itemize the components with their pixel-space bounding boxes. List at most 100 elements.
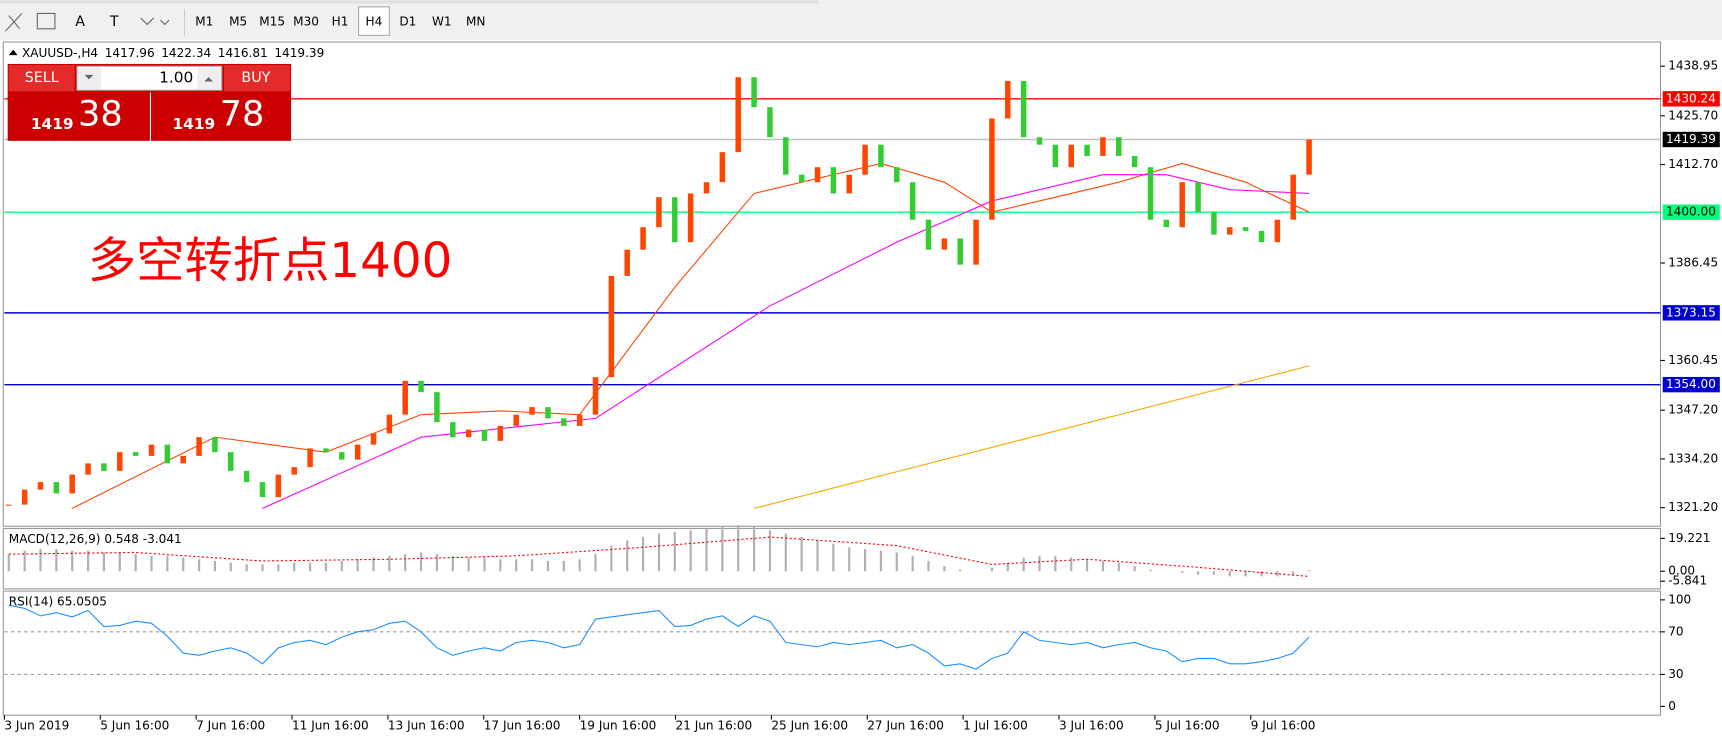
candle [21,489,28,505]
timeframe-button[interactable]: MN [466,15,485,29]
timeframe-button[interactable]: H1 [332,15,349,29]
tool-label[interactable]: T [109,14,119,30]
candle [1306,139,1312,175]
y-tick-label: 1412.70 [1668,157,1718,171]
symbol: XAUUSD-,H4 [22,45,98,59]
buy-button[interactable] [224,65,290,92]
price-level-label: 1354.00 [1666,377,1716,391]
candle [735,77,741,153]
y-tick-label: 1438.95 [1668,59,1718,73]
candle [117,452,123,471]
ohlc-value: 1419.39 [274,45,324,59]
candle [687,193,694,243]
date-label: 21 Jun 16:00 [676,719,753,733]
date-label: 3 Jun 2019 [4,719,69,733]
candle [862,144,868,175]
candle [783,137,789,175]
candle [545,407,551,419]
candle [1274,219,1281,243]
candle [529,407,535,415]
buy-label[interactable]: BUY [241,70,270,86]
candle [925,219,932,250]
y-tick-label: 0 [1668,699,1676,713]
icon-shapes [140,17,170,26]
candle [1131,155,1138,168]
candle [767,107,773,138]
candle [164,444,171,464]
date-label: 5 Jun 16:00 [100,719,169,733]
candle [513,414,519,426]
candle [339,452,345,460]
candle [85,463,91,475]
timeframe-button[interactable]: W1 [432,15,452,29]
candle [561,418,567,426]
price-level-label: 1430.24 [1666,91,1716,105]
candle [608,275,615,378]
ask-big[interactable]: 1419 [173,115,216,133]
timeframe-button[interactable]: D1 [399,15,416,29]
candle [259,482,266,498]
sell-button[interactable] [8,65,75,92]
candle [307,448,313,468]
candle [291,467,297,475]
bid-small[interactable]: 38 [78,94,123,135]
candle [1290,174,1296,220]
price-level-tag [1662,376,1720,393]
y-tick-label: 30 [1668,667,1683,681]
candle [1068,144,1074,168]
candle [1052,144,1059,168]
date-label: 25 Jun 16:00 [771,719,848,733]
candle [830,167,837,194]
tool-text[interactable]: A [75,14,85,30]
candle [798,174,805,183]
candle [370,433,377,445]
candle [656,197,662,228]
ask-small[interactable]: 78 [220,94,265,135]
candle [497,425,504,441]
timeframe-button[interactable]: H4 [366,15,383,29]
y-tick-label: 1321.20 [1668,500,1718,514]
candle [1036,137,1043,145]
ohlc-value: 1417.96 [105,45,155,59]
price-level-tag [1662,204,1720,220]
y-tick-label: 1334.20 [1668,451,1718,465]
icon-draw [5,13,23,32]
candle [37,482,44,490]
candle [1100,137,1106,156]
timeframe-button[interactable]: M30 [293,15,319,29]
timeframe-button[interactable]: M5 [229,15,247,29]
active-timeframe [358,6,390,36]
candle [148,444,155,456]
candle [719,152,726,183]
lot-value[interactable]: 1.00 [159,69,193,87]
candle [481,429,488,441]
macd-signal [8,536,1310,577]
ohlc-value: 1422.34 [161,45,211,59]
candle [228,452,234,471]
candle [1227,227,1233,235]
sell-label[interactable]: SELL [25,70,59,86]
price-level-label: 1400.00 [1666,205,1716,219]
candle [402,380,408,415]
candle [592,377,599,415]
candle [101,463,107,471]
candle [323,448,329,453]
candle [6,504,12,506]
candle [941,238,948,250]
collapse-icon[interactable] [8,49,18,56]
candle [180,455,186,464]
timeframe-button[interactable]: M15 [259,15,285,29]
bid-big[interactable]: 1419 [31,115,74,133]
candle [275,474,282,498]
header: XAUUSD-,H4 1417.96 1422.34 1416.81 1419.39 [22,45,324,59]
candle [1084,144,1090,156]
candle [703,182,710,194]
timeframe-button[interactable]: M1 [195,15,213,29]
candle [878,144,884,168]
date-label: 27 Jun 16:00 [867,719,944,733]
candle [1163,219,1170,228]
candle [1258,230,1265,243]
candle [465,429,472,438]
y-tick-label: 1360.45 [1668,353,1718,367]
